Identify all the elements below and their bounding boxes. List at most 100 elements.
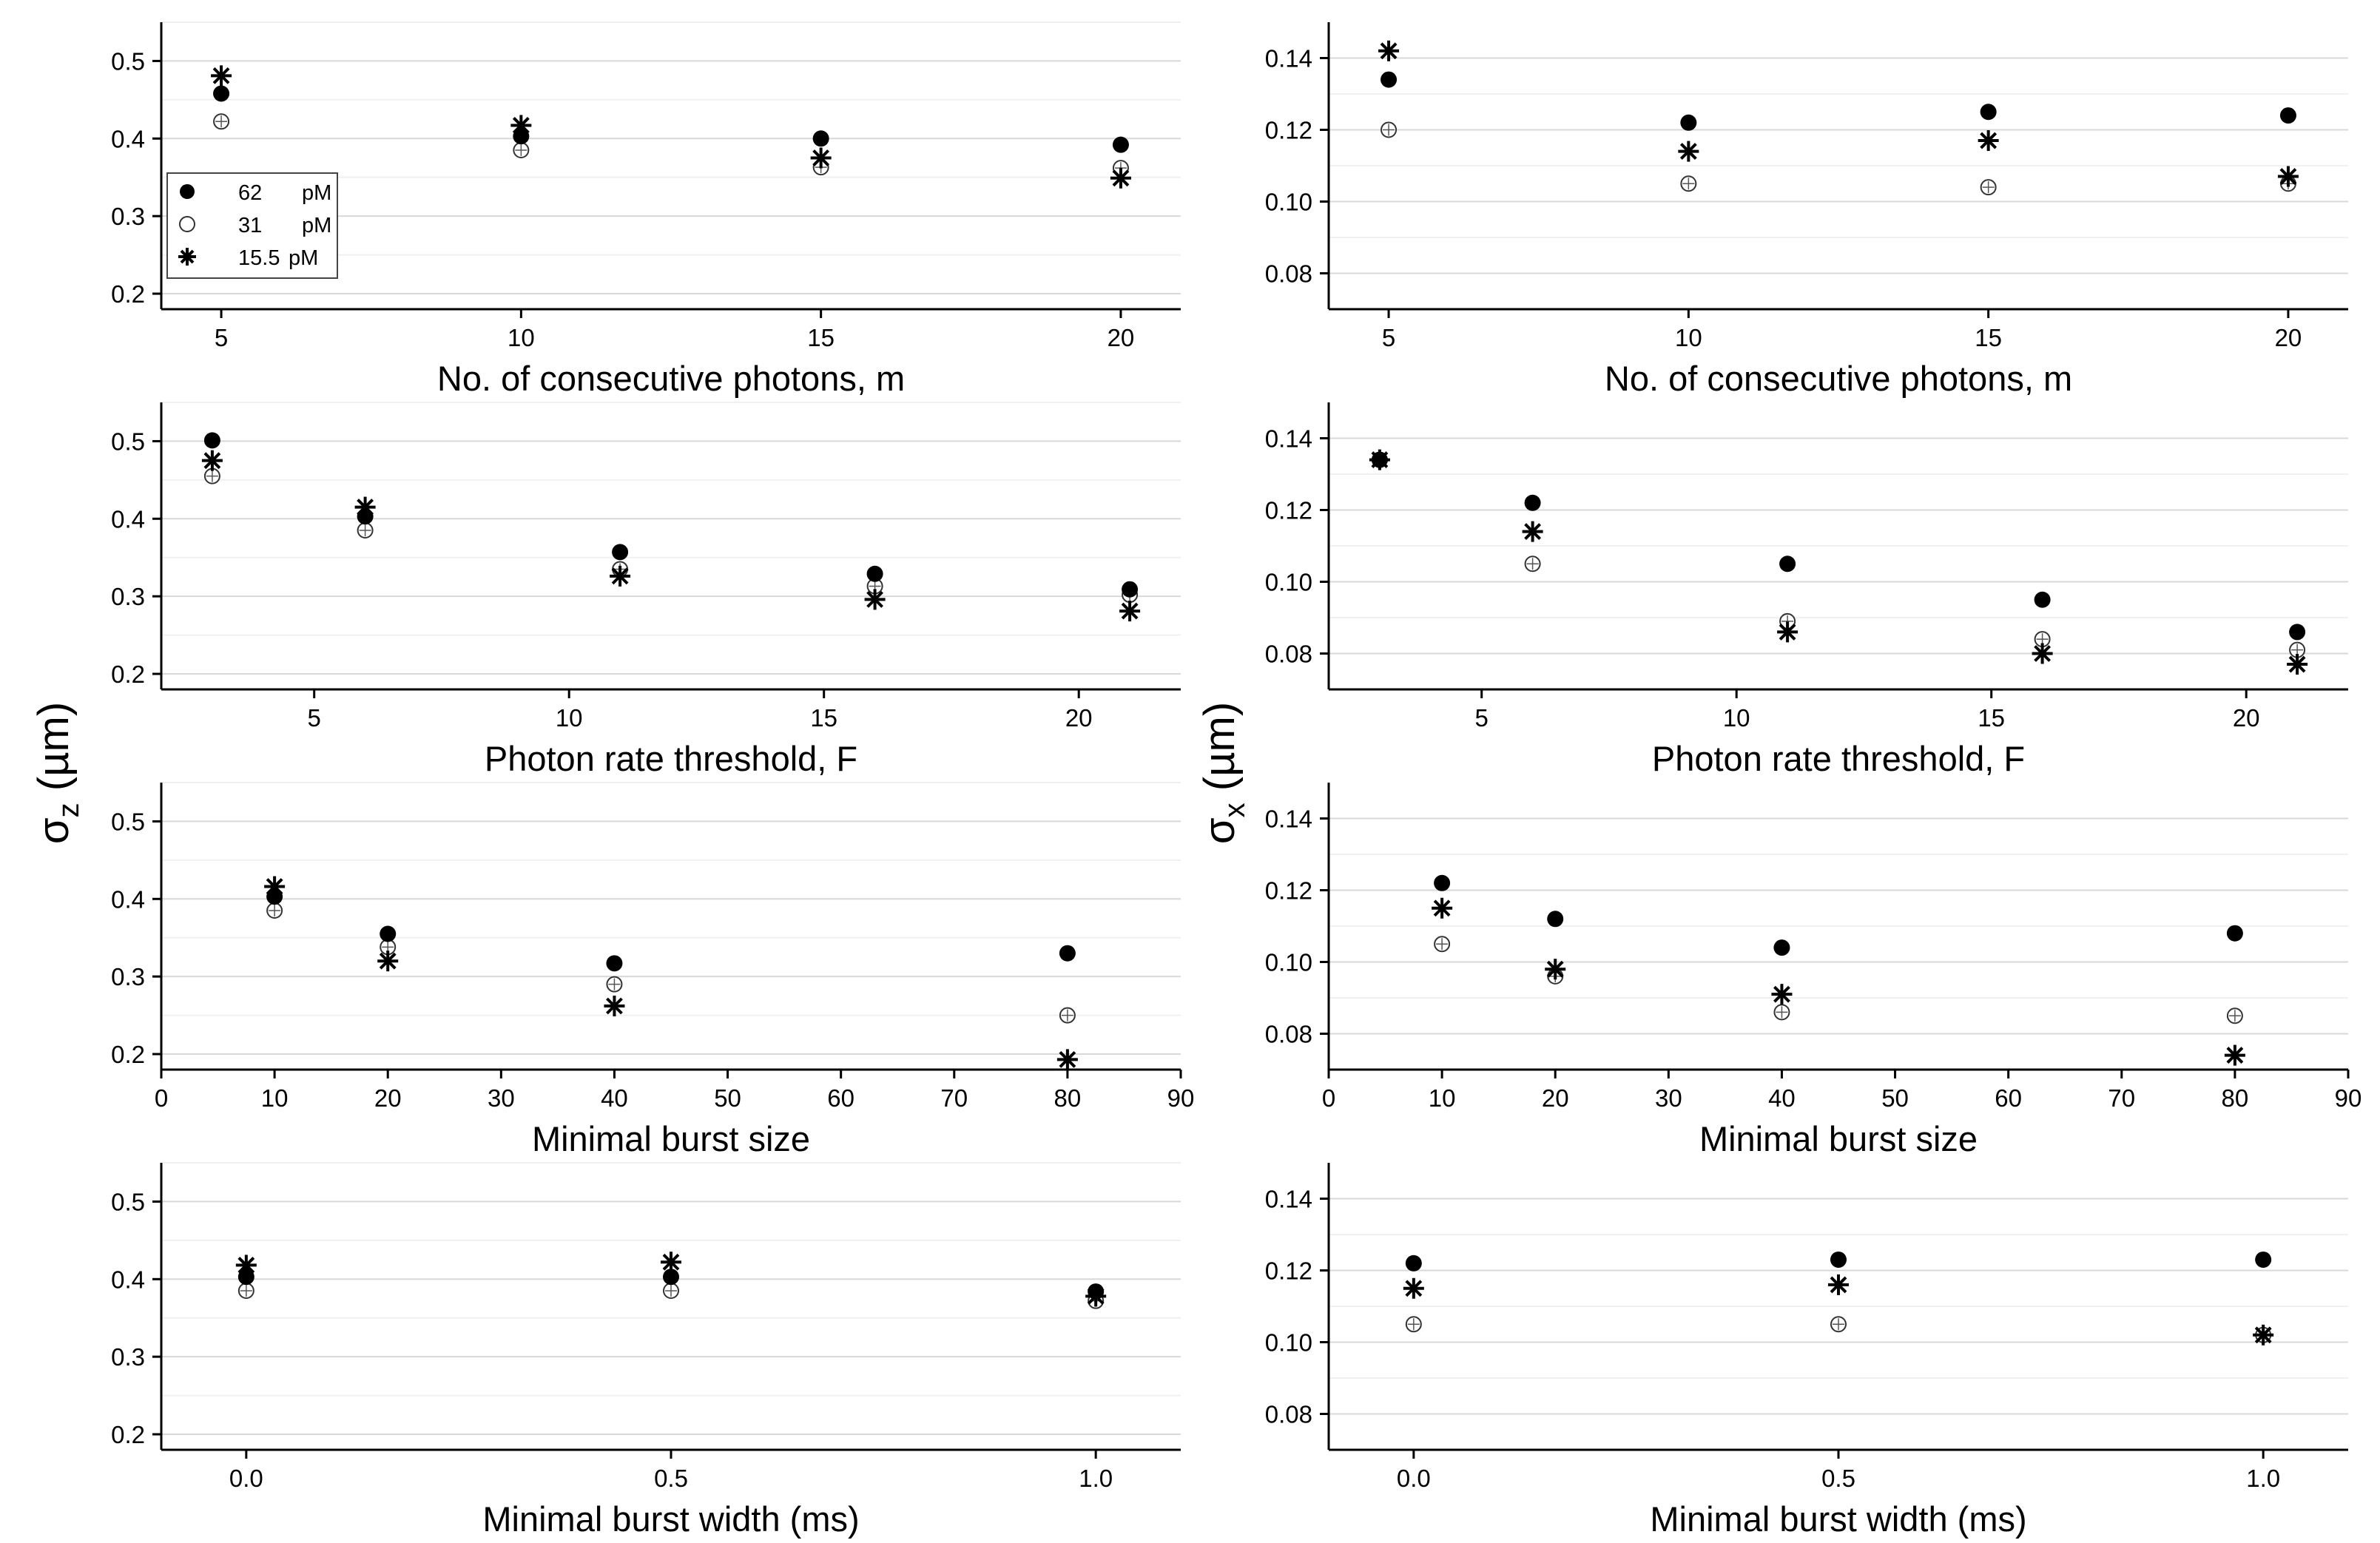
marker-z_width-s15-5-p0 <box>235 1255 257 1276</box>
x-tick-label: 20 <box>2233 704 2260 732</box>
marker-x_F-s62-p1 <box>1524 494 1541 511</box>
x-tick-label: 30 <box>488 1084 515 1112</box>
svg-text:σx (µm): σx (µm) <box>1196 702 1251 844</box>
y-tick-label: 0.2 <box>111 661 145 688</box>
panel-z_width: 0.2 0.3 0.4 0.5 0.0 0.5 1.0 Minimal burst width… <box>111 1162 1181 1539</box>
x-tick-label: 10 <box>1675 324 1702 351</box>
marker-x_m-s62-p2 <box>1980 104 1997 121</box>
y-tick-label: 0.10 <box>1265 189 1312 216</box>
legend-marker-asterisk <box>178 248 196 266</box>
marker-z_width-s31-p0 <box>237 1283 254 1300</box>
y-tick-label: 0.2 <box>111 1421 145 1448</box>
marker-x_F-s15-5-p1 <box>1522 521 1543 542</box>
y-tick-label: 0.08 <box>1265 1021 1312 1048</box>
x-tick-label: 50 <box>714 1084 741 1112</box>
x-tick-label: 20 <box>374 1084 402 1112</box>
marker-x_width-s15-5-p0 <box>1403 1277 1424 1299</box>
marker-z_size-s62-p3 <box>1059 945 1076 962</box>
marker-z_m-s31-p0 <box>213 113 230 130</box>
y-tick-label: 0.3 <box>111 203 145 230</box>
marker-z_m-s62-p0 <box>213 85 230 102</box>
panel-x_size: 0.08 0.10 0.12 0.14 0 10 20 30 40 50 60 70 80 90 Minim… <box>1265 783 2362 1158</box>
marker-x_size-s62-p1 <box>1547 911 1564 928</box>
marker-x_m-s62-p0 <box>1381 71 1398 88</box>
marker-x_m-s62-p1 <box>1680 114 1697 131</box>
legend-marker-open-circle <box>179 216 195 232</box>
y-tick-label: 0.3 <box>111 963 145 990</box>
legend-conc-62: 62 <box>238 181 262 205</box>
legend-unit-31: pM <box>302 214 331 237</box>
x-tick-label: 20 <box>1065 704 1093 732</box>
x-tick-label: 40 <box>1768 1084 1796 1112</box>
marker-x_size-s15-5-p2 <box>1771 984 1793 1005</box>
marker-z_size-s15-5-p1 <box>377 951 399 972</box>
x-tick-label: 1.0 <box>1079 1465 1113 1492</box>
x-tick-label: 80 <box>2222 1084 2249 1112</box>
marker-x_width-s62-p2 <box>2255 1251 2272 1268</box>
legend-conc-31: 31 <box>238 214 262 237</box>
x-tick-label: 50 <box>1881 1084 1909 1112</box>
x-tick-label: 60 <box>827 1084 854 1112</box>
marker-x_width-s62-p0 <box>1405 1255 1422 1272</box>
marker-z_F-s15-5-p3 <box>864 589 886 610</box>
x-tick-label: 80 <box>1054 1084 1082 1112</box>
marker-x_F-s31-p4 <box>2289 641 2306 658</box>
y-tick-label: 0.12 <box>1265 497 1312 524</box>
x-axis-label: Photon rate threshold, F <box>485 739 857 778</box>
marker-x_size-s31-p0 <box>1434 936 1451 953</box>
y-tick-label: 0.14 <box>1265 806 1312 833</box>
y-label-right-sub: x <box>1218 803 1251 817</box>
marker-x_F-s31-p1 <box>1524 556 1541 573</box>
x-tick-label: 15 <box>810 704 837 732</box>
y-tick-label: 0.5 <box>111 808 145 835</box>
svg-text:σz (µm): σz (µm) <box>30 702 85 844</box>
x-tick-label: 10 <box>1723 704 1750 732</box>
panel-z_size: 0.2 0.3 0.4 0.5 0 10 20 30 40 50 60 70 80 90 Minimal b… <box>111 782 1195 1158</box>
marker-x_size-s31-p2 <box>1773 1004 1790 1021</box>
x-tick-label: 20 <box>2275 324 2302 351</box>
marker-z_F-s15-5-p0 <box>201 450 223 471</box>
marker-z_F-s31-p1 <box>357 522 374 539</box>
y-tick-label: 0.4 <box>111 505 145 533</box>
y-label-right-unit: (µm) <box>1196 702 1244 791</box>
marker-x_m-s15-5-p1 <box>1678 141 1699 162</box>
y-tick-label: 0.10 <box>1265 569 1312 596</box>
marker-z_width-s15-5-p2 <box>1085 1286 1107 1307</box>
y-tick-label: 0.2 <box>111 1041 145 1068</box>
y-tick-label: 0.5 <box>111 1188 145 1215</box>
y-axis-label-right: σx (µm) <box>1196 702 1251 844</box>
marker-x_m-s15-5-p0 <box>1378 40 1400 61</box>
marker-z_m-s15-5-p1 <box>510 115 532 136</box>
marker-z_size-s15-5-p2 <box>604 996 625 1017</box>
y-tick-label: 0.12 <box>1265 117 1312 144</box>
x-tick-label: 30 <box>1655 1084 1682 1112</box>
panel-x_width: 0.08 0.10 0.12 0.14 0.0 0.5 1.0 Minimal burst w… <box>1265 1163 2348 1539</box>
panel-z_m: 0.2 0.3 0.4 0.5 5 10 15 20 No. of consecutive ph… <box>111 21 1181 398</box>
x-tick-label: 5 <box>308 704 321 732</box>
marker-z_width-s62-p1 <box>663 1269 679 1286</box>
x-axis-label: No. of consecutive photons, m <box>1605 359 2072 398</box>
marker-x_F-s15-5-p4 <box>2287 654 2308 675</box>
x-tick-label: 90 <box>1167 1084 1195 1112</box>
x-tick-label: 0.5 <box>1821 1465 1855 1492</box>
x-tick-label: 90 <box>2335 1084 2362 1112</box>
y-tick-label: 0.5 <box>111 428 145 455</box>
marker-z_size-s31-p3 <box>1059 1007 1076 1024</box>
y-tick-label: 0.4 <box>111 885 145 913</box>
x-axis-label: Photon rate threshold, F <box>1652 739 2025 778</box>
x-tick-label: 20 <box>1542 1084 1569 1112</box>
marker-z_width-s62-p0 <box>237 1269 254 1286</box>
marker-z_size-s15-5-p3 <box>1056 1049 1078 1070</box>
marker-x_m-s15-5-p2 <box>1978 130 1999 152</box>
marker-z_m-s31-p1 <box>513 142 530 159</box>
marker-x_F-s31-p3 <box>2034 631 2051 648</box>
x-tick-label: 70 <box>2108 1084 2135 1112</box>
x-tick-label: 1.0 <box>2246 1465 2280 1492</box>
y-tick-label: 0.5 <box>111 47 145 75</box>
x-tick-label: 10 <box>261 1084 289 1112</box>
legend-item-62pm: 62 pM <box>180 181 331 205</box>
x-tick-label: 10 <box>556 704 583 732</box>
marker-x_F-s62-p4 <box>2289 624 2306 641</box>
y-label-left-unit: (µm) <box>30 702 78 791</box>
y-tick-label: 0.08 <box>1265 641 1312 668</box>
